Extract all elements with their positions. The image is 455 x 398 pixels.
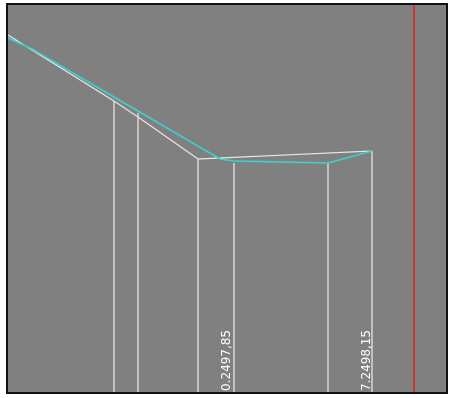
ground-profile-line (8, 34, 373, 160)
profile-drawing[interactable]: 0.2497,85 7.2498,15 (8, 5, 446, 392)
viewport-background (8, 5, 446, 392)
cad-viewport[interactable]: 0.2497,85 7.2498,15 (6, 3, 448, 394)
station-label-1: 0.2497,85 (219, 330, 233, 391)
design-profile-line (8, 37, 373, 164)
station-label-2: 7.2498,15 (359, 330, 373, 391)
